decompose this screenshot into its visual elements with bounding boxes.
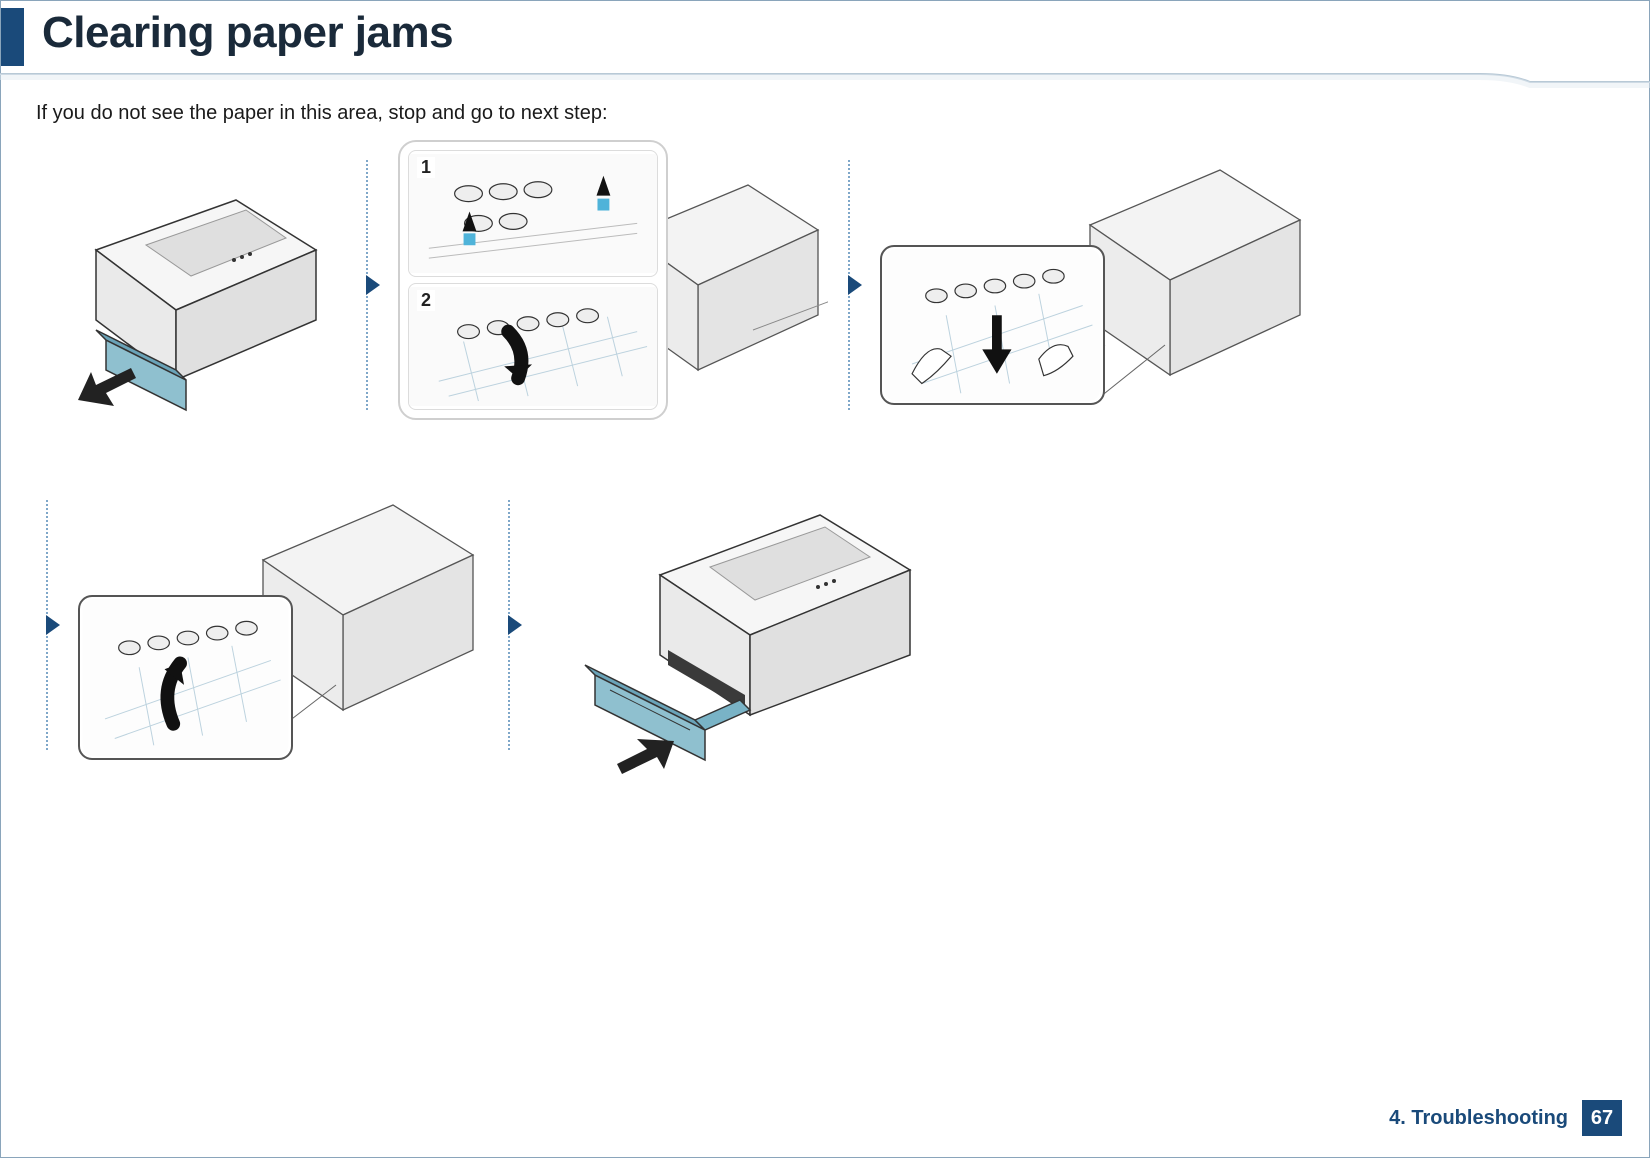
step-divider-arrow: [848, 160, 850, 410]
substep-label-2: 2: [417, 290, 435, 311]
page-title: Clearing paper jams: [42, 8, 453, 58]
printer-isometric-illustration: [36, 150, 336, 420]
step-divider-arrow: [508, 500, 510, 750]
diagram-area: 1: [0, 125, 1650, 775]
step-3-container: [880, 145, 1310, 425]
instruction-text: If you do not see the paper in this area…: [36, 102, 1650, 125]
step-4-container: [78, 480, 478, 770]
step-3-inset-remove-paper: [880, 245, 1105, 405]
step-2-substeps-panel: 1: [398, 140, 668, 420]
footer: 4. Troubleshooting 67: [1389, 1100, 1622, 1136]
step-5-illustration: [540, 475, 940, 775]
substep-2-illustration: [409, 284, 657, 409]
step-4-inset-illustration: [80, 597, 291, 758]
step-2-container: 1: [398, 145, 818, 425]
substep-1: 1: [408, 150, 658, 277]
header-accent-block: [0, 8, 24, 66]
step-divider-arrow: [46, 500, 48, 750]
step-5-reinsert-tray: [540, 475, 940, 775]
step-1-remove-tray: [36, 150, 336, 420]
footer-page-number: 67: [1582, 1100, 1622, 1136]
substep-2: 2: [408, 283, 658, 410]
title-underline: [0, 68, 1650, 80]
substep-1-illustration: [409, 151, 657, 276]
step-row-2: [36, 475, 1614, 775]
substep-label-1: 1: [417, 157, 435, 178]
step-divider-arrow: [366, 160, 368, 410]
footer-section-label: 4. Troubleshooting: [1389, 1107, 1582, 1130]
step-row-1: 1: [36, 145, 1614, 425]
header: Clearing paper jams: [0, 0, 1650, 66]
step-3-inset-illustration: [882, 247, 1103, 403]
step-4-inset-close: [78, 595, 293, 760]
